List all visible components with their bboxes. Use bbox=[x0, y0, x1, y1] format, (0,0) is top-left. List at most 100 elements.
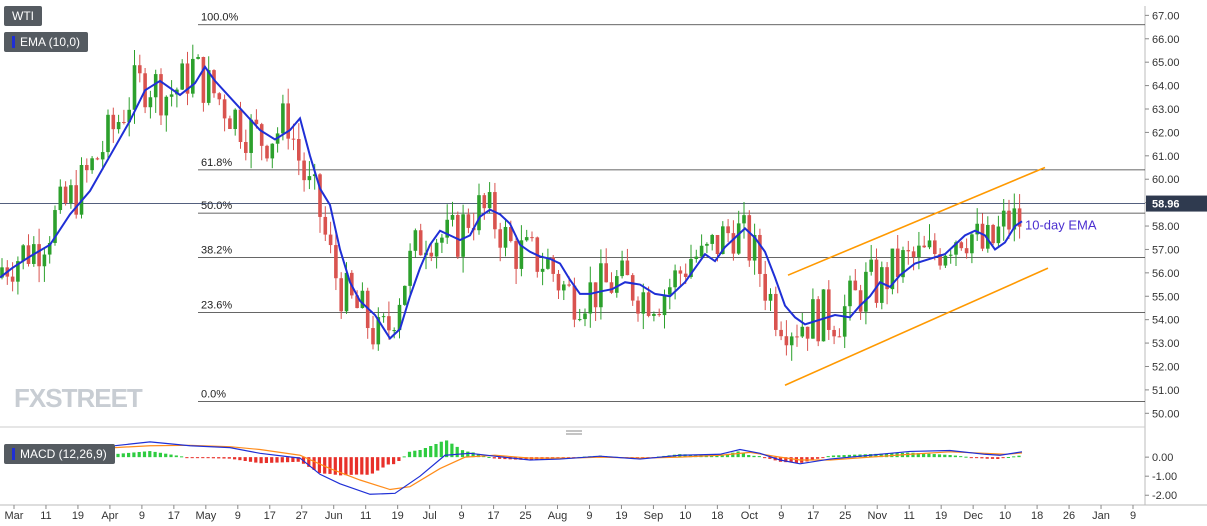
candle-body bbox=[249, 119, 253, 153]
macd-histogram-bar bbox=[476, 453, 480, 458]
macd-badge: MACD (12,26,9) bbox=[4, 444, 115, 464]
candle-body bbox=[705, 243, 709, 246]
candle-body bbox=[42, 254, 47, 267]
candle-body bbox=[736, 223, 741, 254]
macd-histogram-bar bbox=[344, 457, 348, 476]
candle-body bbox=[169, 94, 174, 97]
candle-body bbox=[572, 285, 577, 320]
candle-body bbox=[848, 280, 852, 307]
candle-body bbox=[63, 186, 68, 204]
candle-body bbox=[270, 143, 275, 159]
candle-body bbox=[191, 58, 195, 94]
macd-histogram-bar bbox=[291, 457, 295, 462]
price-tick-label: 54.00 bbox=[1152, 315, 1180, 327]
macd-histogram-bar bbox=[980, 457, 984, 459]
candle-body bbox=[318, 174, 322, 217]
macd-histogram-bar bbox=[884, 453, 889, 458]
macd-histogram-bar bbox=[354, 457, 359, 475]
candle-body bbox=[111, 114, 116, 130]
candle-body bbox=[774, 293, 778, 330]
macd-histogram-bar bbox=[127, 452, 131, 458]
ema-annotation: 10-day EMA bbox=[1025, 218, 1097, 233]
macd-histogram-bar bbox=[503, 457, 507, 460]
candle-body bbox=[880, 267, 884, 303]
candle-body bbox=[938, 254, 942, 266]
candle-body bbox=[244, 142, 248, 153]
time-tick-label: Mar bbox=[5, 510, 24, 522]
macd-histogram-bar bbox=[286, 457, 290, 463]
candle-body bbox=[646, 292, 651, 316]
instrument-badge: WTI bbox=[4, 6, 42, 26]
macd-histogram-bar bbox=[826, 456, 830, 458]
fibonacci-level-label: 100.0% bbox=[201, 12, 239, 24]
macd-histogram-bar bbox=[821, 457, 825, 459]
time-tick-label: Oct bbox=[741, 510, 758, 522]
price-tick-label: 61.00 bbox=[1152, 151, 1180, 163]
time-tick-label: Jun bbox=[325, 510, 343, 522]
macd-histogram-bar bbox=[816, 457, 820, 459]
macd-histogram-bar bbox=[217, 457, 221, 459]
macd-histogram-bar bbox=[996, 457, 1000, 459]
candle-body bbox=[901, 250, 905, 278]
candle-body bbox=[196, 57, 200, 59]
time-tick-label: 19 bbox=[392, 510, 404, 522]
candle-body bbox=[265, 145, 269, 159]
ema-badge: EMA (10,0) bbox=[4, 32, 89, 52]
macd-histogram-bar bbox=[275, 457, 279, 463]
macd-histogram-bar bbox=[466, 451, 470, 458]
macd-histogram-bar bbox=[715, 455, 719, 458]
macd-histogram-bar bbox=[922, 453, 926, 458]
candle-body bbox=[127, 109, 131, 123]
macd-tick-label: -2.00 bbox=[1152, 490, 1177, 502]
candle-body bbox=[498, 229, 502, 248]
candle-body bbox=[164, 96, 169, 116]
price-tick-label: 63.00 bbox=[1152, 104, 1180, 116]
macd-histogram-bar bbox=[349, 457, 353, 475]
candle-body bbox=[477, 195, 481, 231]
macd-tick-label: -1.00 bbox=[1152, 471, 1177, 483]
price-tick-label: 65.00 bbox=[1152, 57, 1180, 69]
candle-body bbox=[869, 259, 873, 272]
macd-histogram-bar bbox=[413, 450, 417, 458]
candle-body bbox=[355, 295, 359, 309]
macd-histogram-bar bbox=[1017, 455, 1021, 458]
macd-histogram-bar bbox=[752, 455, 756, 458]
candle-body bbox=[445, 219, 449, 238]
macd-histogram-bar bbox=[323, 457, 327, 474]
candle-body bbox=[259, 124, 264, 146]
candle-body bbox=[159, 74, 163, 116]
candle-body bbox=[323, 216, 328, 235]
candle-body bbox=[694, 256, 699, 259]
candle-body bbox=[519, 240, 524, 269]
time-tick-label: 9 bbox=[586, 510, 592, 522]
candle-body bbox=[800, 326, 805, 337]
macd-histogram-bar bbox=[211, 457, 215, 459]
candle-body bbox=[1001, 210, 1006, 227]
candle-body bbox=[185, 63, 190, 94]
time-tick-label: 25 bbox=[839, 510, 851, 522]
candle-body bbox=[747, 215, 752, 261]
price-tick-label: 50.00 bbox=[1152, 408, 1180, 420]
macd-histogram-bar bbox=[148, 451, 152, 458]
macd-histogram-bar bbox=[339, 457, 343, 476]
candle-body bbox=[588, 282, 593, 314]
macd-histogram-bar bbox=[264, 457, 268, 463]
macd-histogram-bar bbox=[121, 453, 125, 458]
candle-body bbox=[418, 230, 423, 256]
macd-histogram-bar bbox=[439, 441, 443, 458]
candle-body bbox=[991, 224, 995, 244]
candle-body bbox=[710, 234, 714, 244]
time-tick-label: 27 bbox=[296, 510, 308, 522]
candle-body bbox=[403, 285, 407, 305]
macd-histogram-bar bbox=[757, 456, 761, 458]
macd-histogram-bar bbox=[731, 452, 735, 458]
candle-body bbox=[21, 245, 25, 262]
macd-histogram-bar bbox=[937, 454, 942, 458]
macd-histogram-bar bbox=[270, 457, 274, 463]
macd-histogram-bar bbox=[688, 454, 692, 458]
macd-histogram-bar bbox=[397, 457, 401, 461]
candle-body bbox=[673, 270, 677, 288]
macd-histogram-bar bbox=[975, 457, 979, 459]
candle-body bbox=[832, 329, 836, 337]
